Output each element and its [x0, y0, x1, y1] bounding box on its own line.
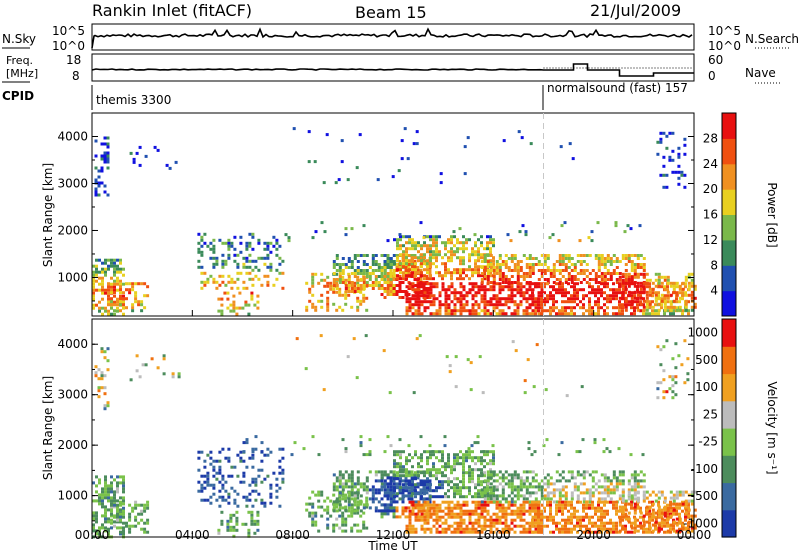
y-tick-label: 3000 [57, 388, 88, 402]
colorbar-swatch [722, 138, 736, 165]
freq-label-line1: Freq. [6, 54, 33, 67]
colorbar-tick-label: 8 [710, 258, 718, 272]
freq-label-line2: [MHz] [6, 67, 38, 80]
velocity-heatmap-panel: 1000 2000 3000 4000 1000 500 100 25 -25 -100 -500 -… [57, 318, 737, 539]
colorbar-tick-label: -25 [698, 435, 718, 449]
colorbar-swatch [722, 373, 736, 402]
colorbar-tick-label: 100 [695, 380, 718, 394]
power-heatmap-panel: 1000 2000 3000 4000 4 8 12 16 20 24 28 [57, 112, 737, 317]
noise-left-label: N.Sky [2, 32, 36, 46]
x-tick-label: 20:00 [576, 528, 611, 542]
colorbar-swatch [722, 482, 736, 511]
x-tick-label: 00:00 [677, 528, 712, 542]
freq-tick-hi: 18 [66, 53, 81, 67]
noise-panel-frame [91, 23, 695, 51]
cpid-label: CPID [2, 89, 34, 103]
colorbar-swatch [722, 509, 736, 538]
date-title: 21/Jul/2009 [590, 1, 681, 20]
y-tick-label: 4000 [57, 129, 88, 143]
velocity-ylabel: Slant Range [km] [41, 376, 55, 480]
colorbar-swatch [722, 319, 736, 347]
colorbar-swatch [722, 346, 736, 375]
colorbar-swatch [722, 290, 736, 317]
y-tick-label: 4000 [57, 337, 88, 351]
x-tick-label: 00:00 [75, 528, 110, 542]
cpid-mode-1: themis 3300 [96, 93, 171, 107]
colorbar-tick-label: 28 [703, 131, 718, 145]
colorbar-swatch [722, 400, 736, 429]
colorbar-tick-label: 4 [710, 284, 718, 298]
noise-right-tick-hi: 10^5 [708, 24, 741, 38]
y-tick-label: 1000 [57, 270, 88, 284]
colorbar-tick-label: 25 [703, 407, 718, 421]
noise-trace [91, 27, 693, 49]
power-ylabel: Slant Range [km] [41, 163, 55, 267]
freq-tick-lo: 8 [72, 69, 80, 83]
colorbar-tick-label: 1000 [687, 326, 718, 340]
nave-label: Nave [745, 66, 776, 80]
noise-right-label: N.Search [745, 32, 799, 46]
noise-left-tick-hi: 10^5 [52, 24, 85, 38]
cpid-mode-2: normalsound (fast) 157 [547, 81, 688, 95]
colorbar-swatch [722, 428, 736, 456]
y-tick-label: 2000 [57, 438, 88, 452]
colorbar-tick-label: -500 [691, 489, 718, 503]
noise-right-tick-lo: 10^0 [708, 39, 741, 53]
colorbar-tick-label: 16 [703, 208, 718, 222]
beam-title: Beam 15 [355, 3, 427, 22]
x-axis: 00:00 04:00 08:00 12:00 16:00 20:00 00:00 [75, 310, 712, 542]
colorbar-swatch [722, 455, 736, 484]
colorbar-tick-label: 12 [703, 233, 718, 247]
colorbar-tick-label: 20 [703, 182, 718, 196]
y-tick-label: 1000 [57, 489, 88, 503]
nave-tick-lo: 0 [708, 69, 716, 83]
colorbar-swatch [722, 189, 736, 215]
y-tick-label: 2000 [57, 223, 88, 237]
colorbar-swatch [722, 239, 736, 266]
x-tick-label: 04:00 [175, 528, 210, 542]
x-tick-label: 08:00 [275, 528, 310, 542]
freq-trace [91, 63, 694, 77]
power-colorbar-label: Power [dB] [765, 182, 779, 247]
velocity-colorbar-label: Velocity [m s⁻¹] [765, 381, 779, 474]
x-tick-label: 12:00 [376, 528, 411, 542]
nave-tick-hi: 60 [708, 53, 723, 67]
x-tick-label: 16:00 [476, 528, 511, 542]
colorbar-tick-label: -100 [691, 462, 718, 476]
colorbar-tick-label: 24 [703, 157, 718, 171]
colorbar-swatch [722, 163, 736, 190]
colorbar-tick-label: -1000 [683, 516, 718, 530]
colorbar-swatch [722, 265, 736, 292]
colorbar-swatch [722, 214, 736, 241]
x-axis-label: Time UT [367, 539, 418, 553]
noise-left-tick-lo: 10^0 [52, 39, 85, 53]
colorbar-swatch [722, 113, 736, 139]
colorbar-tick-label: 500 [695, 353, 718, 367]
station-title: Rankin Inlet (fitACF) [92, 1, 252, 20]
y-tick-label: 3000 [57, 176, 88, 190]
